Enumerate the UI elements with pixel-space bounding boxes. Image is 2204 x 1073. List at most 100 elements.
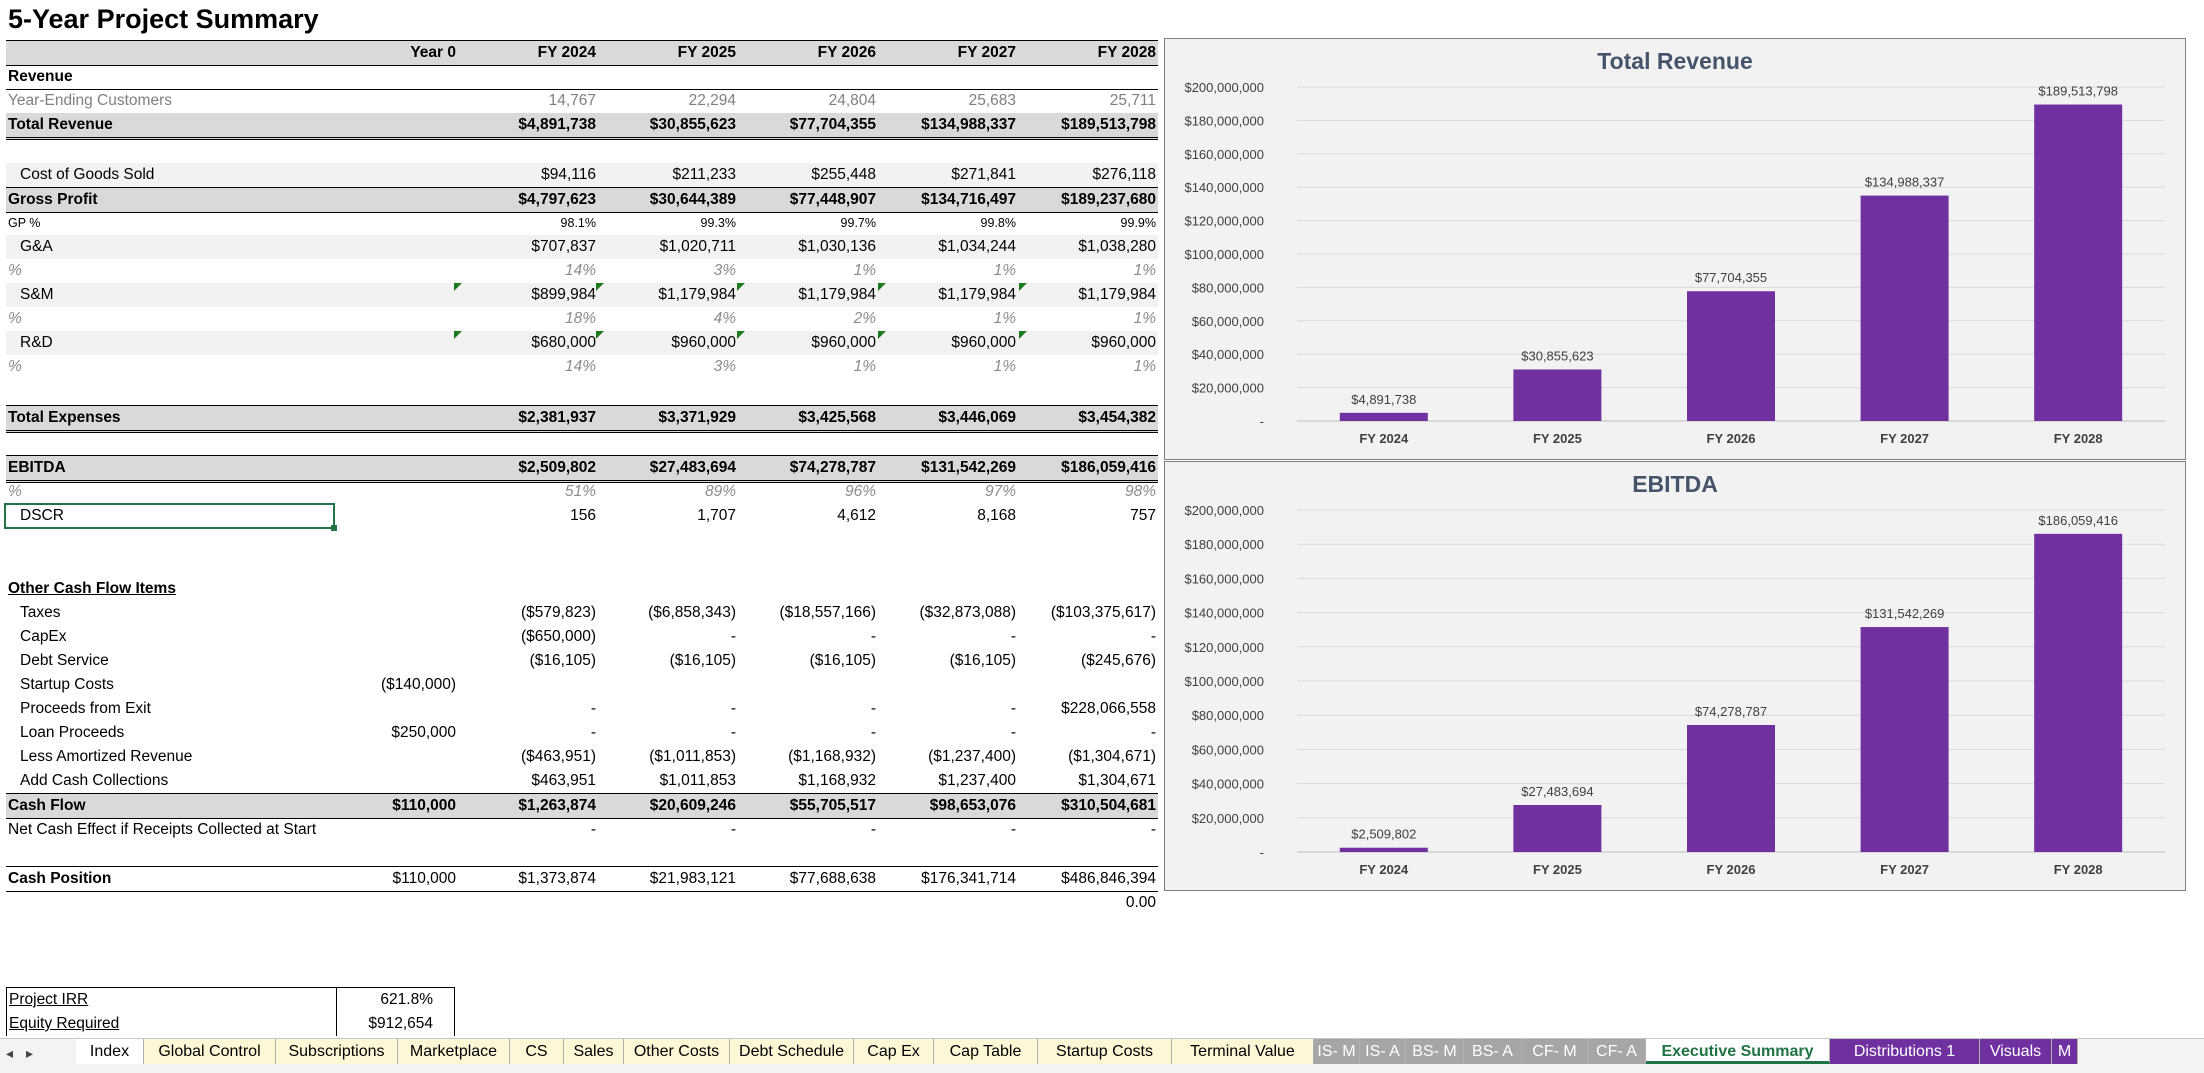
cell-value[interactable]: $1,038,280 — [1078, 238, 1156, 255]
cell-value[interactable]: $2,381,937 — [518, 409, 596, 426]
cell-value[interactable]: - — [1010, 700, 1016, 717]
cell-value[interactable]: 99.3% — [700, 216, 736, 230]
cell-value[interactable]: ($16,105) — [949, 652, 1016, 669]
cell-value[interactable]: - — [1010, 628, 1016, 645]
cell-value[interactable]: $27,483,694 — [649, 459, 736, 476]
equity-label[interactable]: Equity Required — [9, 1015, 120, 1032]
cell-value[interactable]: $1,179,984 — [658, 286, 736, 303]
cell-value[interactable]: 1% — [853, 262, 876, 279]
cell-value[interactable]: $3,425,568 — [798, 409, 876, 426]
cell-value[interactable]: ($463,951) — [521, 748, 596, 765]
cell-value[interactable]: $77,688,638 — [789, 870, 876, 887]
cell-value[interactable]: $960,000 — [671, 334, 736, 351]
cell-value[interactable]: $30,644,389 — [649, 191, 736, 208]
cell-value[interactable]: $960,000 — [811, 334, 876, 351]
cell-value[interactable]: 98.1% — [560, 216, 596, 230]
cell-value[interactable]: $1,030,136 — [798, 238, 876, 255]
cell-value[interactable]: $1,168,932 — [798, 772, 876, 789]
cell-value[interactable]: $1,373,874 — [518, 870, 596, 887]
row-label[interactable]: GP % — [8, 216, 41, 230]
cell-value[interactable]: 1% — [1133, 310, 1156, 327]
row-label[interactable]: DSCR — [20, 507, 64, 524]
cell-value[interactable]: ($140,000) — [381, 676, 456, 693]
cell-value[interactable]: ($16,105) — [529, 652, 596, 669]
cell-value[interactable]: $1,237,400 — [938, 772, 1016, 789]
cell-value[interactable]: 8,168 — [977, 507, 1016, 524]
tab-other-costs[interactable]: Other Costs — [624, 1039, 730, 1064]
cell-value[interactable]: 1% — [853, 358, 876, 375]
col-header-fy2025[interactable]: FY 2025 — [677, 44, 736, 61]
row-label[interactable]: Total Revenue — [8, 116, 113, 133]
cell-value[interactable]: 51% — [564, 483, 596, 500]
cell-value[interactable]: 156 — [570, 507, 596, 524]
cell-value[interactable]: - — [590, 821, 596, 838]
cell-value[interactable]: - — [870, 628, 876, 645]
cell-value[interactable]: $134,988,337 — [921, 116, 1016, 133]
col-header-fy2028[interactable]: FY 2028 — [1097, 44, 1156, 61]
other-cash-flow-header[interactable]: Other Cash Flow Items — [8, 580, 176, 597]
cell-value[interactable]: 24,804 — [828, 92, 876, 109]
cell-value[interactable]: 3% — [713, 262, 736, 279]
col-header-fy2024[interactable]: FY 2024 — [537, 44, 596, 61]
cell-value[interactable]: $20,609,246 — [649, 797, 736, 814]
row-label[interactable]: R&D — [20, 334, 53, 351]
cell-value[interactable]: ($103,375,617) — [1050, 604, 1156, 621]
total-revenue-chart[interactable]: Total Revenue - $20,000,000 $40,000,000 $60,… — [1164, 38, 2186, 460]
cell-value[interactable]: - — [590, 700, 596, 717]
cell-value[interactable]: - — [870, 821, 876, 838]
scroll-left-icon[interactable]: ◂ — [6, 1045, 14, 1061]
cell-value[interactable]: $55,705,517 — [789, 797, 876, 814]
cell-value[interactable]: ($650,000) — [521, 628, 596, 645]
cell-value[interactable]: $77,448,907 — [789, 191, 876, 208]
scroll-right-icon[interactable]: ▸ — [26, 1045, 34, 1061]
cell-value[interactable]: - — [1150, 724, 1156, 741]
cell-value[interactable]: $1,179,984 — [798, 286, 876, 303]
tab-sales[interactable]: Sales — [564, 1039, 624, 1064]
selected-cell-outline[interactable] — [4, 503, 337, 531]
cell-value[interactable]: ($18,557,166) — [779, 604, 876, 621]
tab-debt-schedule[interactable]: Debt Schedule — [730, 1039, 854, 1064]
cell-value[interactable]: ($32,873,088) — [919, 604, 1016, 621]
cell-value[interactable]: 14% — [564, 358, 596, 375]
cell-value[interactable]: 1% — [993, 262, 1016, 279]
cell-value[interactable]: 25,711 — [1109, 92, 1156, 109]
cell-value[interactable]: ($6,858,343) — [648, 604, 736, 621]
cell-value[interactable]: ($1,011,853) — [649, 748, 736, 765]
cell-value[interactable]: 99.9% — [1120, 216, 1156, 230]
cell-value[interactable]: $189,513,798 — [1061, 116, 1156, 133]
cell-value[interactable]: $255,448 — [811, 166, 876, 183]
tab-is-m[interactable]: IS- M — [1314, 1039, 1360, 1064]
cell-value[interactable]: - — [1010, 724, 1016, 741]
cell-value[interactable]: $1,011,853 — [659, 772, 736, 789]
tab-cap-table[interactable]: Cap Table — [934, 1039, 1038, 1064]
cell-value[interactable]: $899,984 — [531, 286, 596, 303]
cell-value[interactable]: 14,767 — [548, 92, 596, 109]
row-label[interactable]: % — [8, 358, 22, 375]
cell-value[interactable]: $211,233 — [672, 166, 737, 183]
cell-value[interactable]: $98,653,076 — [929, 797, 1016, 814]
cell-value[interactable]: 96% — [844, 483, 876, 500]
cell-value[interactable]: ($579,823) — [521, 604, 596, 621]
cell-value[interactable]: - — [730, 700, 736, 717]
cell-value[interactable]: - — [1150, 821, 1156, 838]
cell-value[interactable]: $176,341,714 — [921, 870, 1016, 887]
row-label[interactable]: Taxes — [20, 604, 61, 621]
cell-value[interactable]: 18% — [564, 310, 596, 327]
cell-value[interactable]: $271,841 — [951, 166, 1016, 183]
cell-value[interactable]: $1,304,671 — [1078, 772, 1156, 789]
cell-value[interactable]: $680,000 — [531, 334, 596, 351]
cell-value[interactable]: 757 — [1130, 507, 1156, 524]
tab-executive-summary[interactable]: Executive Summary — [1646, 1039, 1830, 1064]
row-label[interactable]: Year-Ending Customers — [8, 92, 172, 109]
row-label[interactable]: Cash Position — [8, 870, 112, 887]
tab-cf-a[interactable]: CF- A — [1588, 1039, 1646, 1064]
row-label[interactable]: % — [8, 262, 22, 279]
cell-value[interactable]: $1,034,244 — [938, 238, 1016, 255]
row-label[interactable]: % — [8, 310, 22, 327]
cell-value[interactable]: $960,000 — [951, 334, 1016, 351]
cell-value[interactable]: 1% — [993, 358, 1016, 375]
cell-value[interactable]: $186,059,416 — [1061, 459, 1156, 476]
cell-value[interactable]: 14% — [564, 262, 596, 279]
tab-marketplace[interactable]: Marketplace — [398, 1039, 510, 1064]
cell-value[interactable]: $94,116 — [541, 166, 596, 183]
